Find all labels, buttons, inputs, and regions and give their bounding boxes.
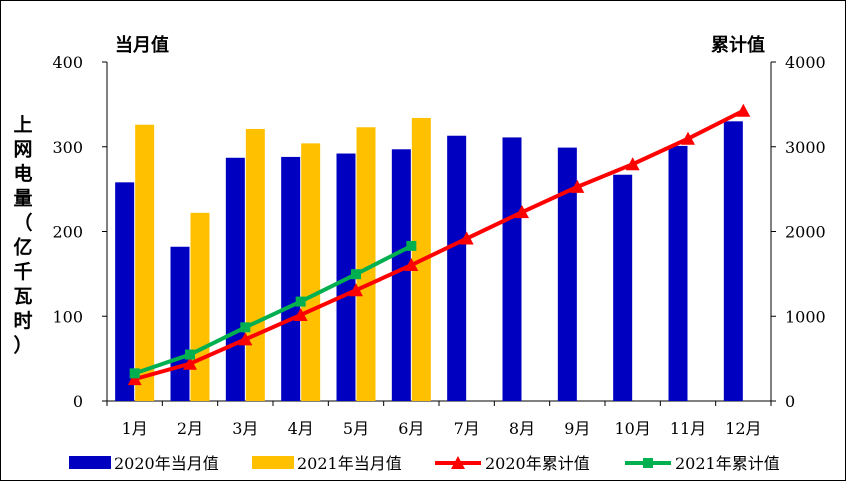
- bar-2021-3: [245, 128, 265, 401]
- x-tick-label: 7月: [454, 419, 480, 438]
- x-tick-label: 1月: [122, 419, 148, 438]
- bar-2020-2: [170, 246, 190, 401]
- bar-2020-6: [391, 149, 411, 401]
- x-tick-label: 10月: [614, 419, 650, 438]
- legend-label-2021-cumulative: 2021年累计值: [675, 454, 780, 473]
- y-axis-label-char: 电: [13, 162, 32, 185]
- point-2020-cumulative-10: [625, 157, 640, 171]
- bar-2021-2: [190, 212, 210, 401]
- bar-2020-8: [502, 137, 522, 402]
- y-axis-label-char: 千: [13, 261, 32, 283]
- point-2020-cumulative-3: [238, 332, 253, 346]
- legend-label-2020-monthly: 2020年当月值: [114, 454, 219, 473]
- bar-2020-1: [115, 182, 135, 401]
- line-2021-cumulative: [134, 244, 413, 376]
- left-tick-label: 300: [52, 138, 83, 157]
- y-axis-label-char: （: [13, 211, 32, 234]
- x-tick-label: 5月: [343, 419, 369, 438]
- bar-2021-5: [356, 127, 376, 401]
- x-tick-label: 9月: [564, 419, 590, 438]
- right-tick-label: 2000: [785, 223, 826, 242]
- legend-label-2020-cumulative: 2020年累计值: [485, 454, 590, 473]
- right-tick-label: 0: [785, 392, 795, 411]
- x-tick-label: 12月: [725, 419, 761, 438]
- x-tick-label: 8月: [509, 419, 535, 438]
- left-axis-title: 当月值: [115, 34, 169, 56]
- point-2020-cumulative-11: [681, 131, 695, 145]
- point-2020-cumulative-2: [183, 356, 197, 370]
- point-2021-cumulative-1: [129, 368, 140, 379]
- left-tick-label: 100: [52, 307, 83, 326]
- bar-2020-12: [723, 121, 743, 401]
- point-2020-cumulative-8: [515, 205, 529, 219]
- y-axis-label-char: 瓦: [13, 286, 32, 308]
- point-2020-cumulative-1: [127, 372, 142, 386]
- bar-2020-7: [447, 135, 467, 402]
- bar-2021-1: [135, 124, 155, 401]
- point-2021-cumulative-6: [406, 240, 417, 251]
- legend-swatch-2021-monthly: [252, 456, 294, 469]
- y-axis-label-char: 上: [13, 114, 32, 136]
- point-2020-cumulative-6: [404, 258, 419, 272]
- line-2020-cumulative: [134, 108, 745, 382]
- legend-label-2021-monthly: 2021年当月值: [297, 454, 402, 473]
- point-2020-cumulative-9: [570, 179, 585, 193]
- bar-2020-4: [281, 156, 301, 401]
- legend-swatch-2020-monthly: [69, 456, 111, 469]
- bar-2020-9: [557, 147, 577, 401]
- y-axis-label-char: ）: [13, 334, 32, 357]
- left-tick-label: 0: [73, 392, 83, 411]
- right-tick-label: 4000: [785, 53, 826, 72]
- point-2021-cumulative-2: [185, 349, 195, 360]
- point-2021-cumulative-4: [295, 296, 306, 307]
- legend-marker-2021-cumulative: [643, 458, 653, 468]
- right-tick-label: 1000: [785, 307, 826, 326]
- x-tick-label: 3月: [232, 419, 258, 438]
- x-tick-label: 11月: [670, 419, 706, 438]
- x-tick-label: 4月: [288, 419, 314, 438]
- y-axis-label-char: 亿: [13, 236, 32, 259]
- point-2021-cumulative-3: [240, 322, 251, 333]
- point-2020-cumulative-4: [293, 307, 308, 321]
- point-2020-cumulative-5: [349, 283, 363, 297]
- point-2020-cumulative-12: [736, 103, 751, 117]
- point-2021-cumulative-5: [351, 269, 361, 280]
- right-axis-title: 累计值: [711, 34, 765, 56]
- point-2020-cumulative-7: [459, 231, 474, 245]
- y-axis-label-char: 网: [13, 139, 32, 161]
- x-tick-label: 2月: [177, 419, 203, 438]
- bar-2021-4: [301, 143, 321, 402]
- left-tick-label: 200: [52, 223, 83, 242]
- y-axis-label-char: 量: [13, 188, 32, 210]
- bar-2020-3: [225, 157, 245, 401]
- left-tick-label: 400: [52, 53, 83, 72]
- x-tick-label: 6月: [398, 419, 424, 438]
- right-tick-label: 3000: [785, 138, 826, 157]
- bar-2020-11: [668, 145, 688, 401]
- legend-marker-2020-cumulative: [451, 456, 465, 469]
- legend: 2020年当月值 2021年当月值 2020年累计值 2021年累计值: [69, 454, 780, 473]
- bar-2020-10: [613, 174, 633, 401]
- y-axis-label-char: 时: [13, 310, 32, 332]
